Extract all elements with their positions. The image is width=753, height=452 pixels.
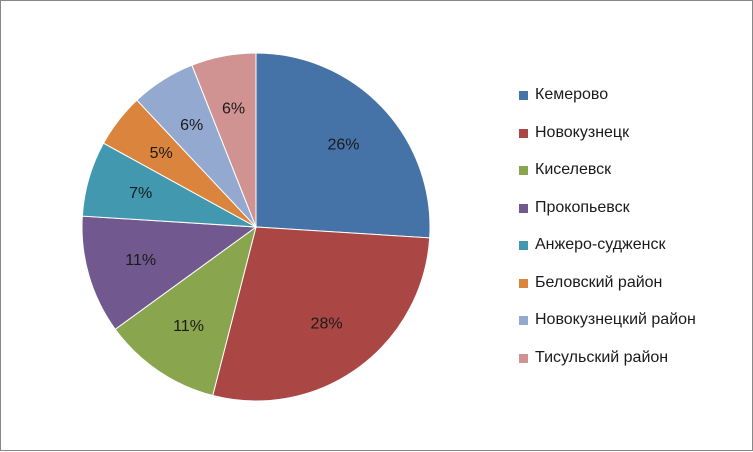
- data-label: 6%: [180, 117, 203, 134]
- legend-item: Анжеро-судженск: [519, 234, 696, 272]
- data-label: 6%: [222, 101, 245, 118]
- legend-swatch: [519, 241, 528, 250]
- legend-label: Анжеро-судженск: [535, 236, 666, 253]
- pie-slice: [81, 215, 258, 330]
- legend-item: Новокузнецкий район: [519, 309, 696, 347]
- legend-label: Киселевск: [535, 161, 612, 178]
- legend-swatch: [519, 316, 528, 325]
- legend-label: Тисульский район: [535, 348, 669, 366]
- legend-item: Кемерово: [519, 84, 696, 122]
- pie-slice: [255, 52, 431, 239]
- pie-slice: [212, 226, 431, 402]
- legend-swatch: [519, 203, 528, 213]
- data-label: 28%: [311, 316, 343, 333]
- legend-label: Беловский район: [535, 273, 663, 291]
- legend-item: Киселевск: [519, 159, 696, 197]
- legend-item: Новокузнецк: [519, 122, 696, 160]
- legend: Кемерово Новокузнецк Киселевск Прокопьев…: [519, 84, 696, 384]
- legend-item: Беловский район: [519, 272, 696, 310]
- legend-item: Прокопьевск: [519, 197, 696, 235]
- data-label: 5%: [150, 145, 173, 162]
- data-label: 11%: [173, 318, 204, 335]
- pie-slice: [114, 225, 257, 397]
- data-label: 26%: [328, 136, 360, 153]
- legend-label: Кемерово: [535, 86, 609, 103]
- legend-swatch: [519, 128, 528, 138]
- legend-swatch: [519, 91, 528, 100]
- legend-swatch: [519, 278, 528, 288]
- legend-label: Новокузнецкий район: [535, 311, 696, 328]
- legend-item: Тисульский район: [519, 347, 696, 385]
- legend-swatch: [519, 166, 528, 175]
- data-label: 11%: [125, 252, 156, 269]
- legend-swatch: [519, 353, 528, 363]
- legend-label: Прокопьевск: [535, 198, 630, 216]
- pie-slice: [191, 52, 257, 228]
- legend-label: Новокузнецк: [535, 123, 630, 141]
- data-label: 7%: [129, 185, 152, 202]
